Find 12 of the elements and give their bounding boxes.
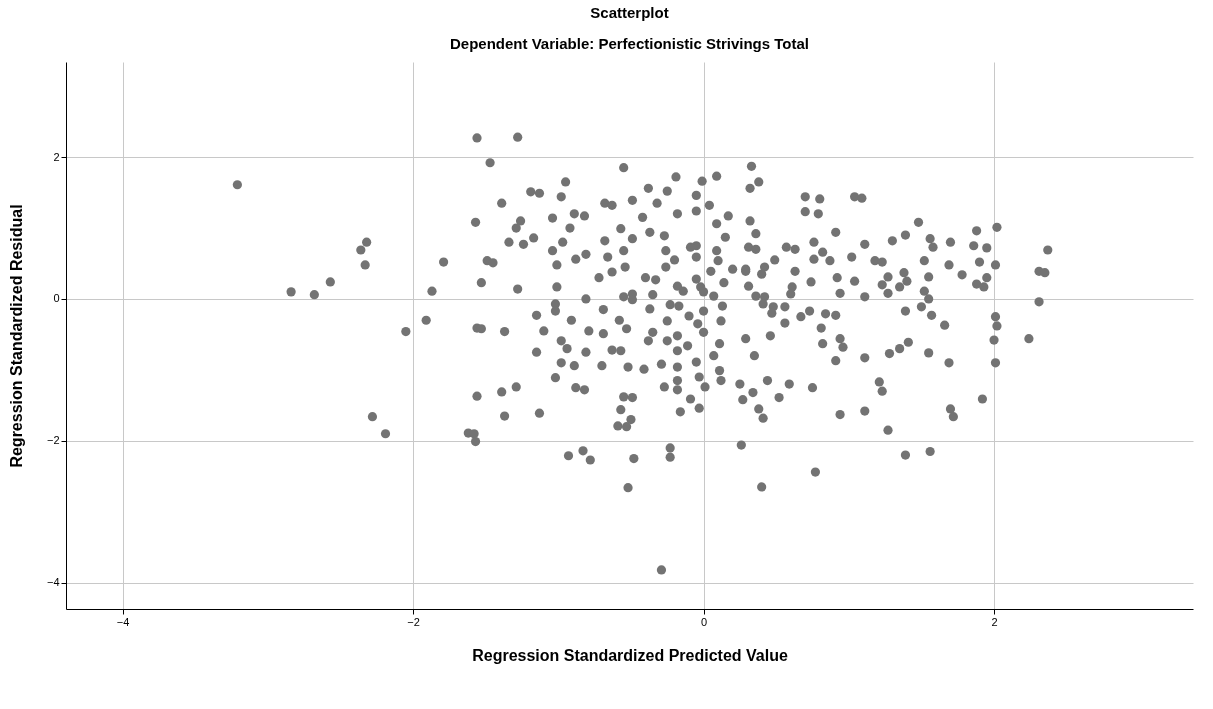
y-tick-label: 2 xyxy=(53,150,60,163)
y-tick-label: −4 xyxy=(46,576,60,589)
x-axis-title: Regression Standardized Predicted Value xyxy=(472,646,788,664)
x-tick-label: −4 xyxy=(116,615,130,628)
chart-title: Scatterplot xyxy=(590,4,669,21)
x-tick-label: 0 xyxy=(701,615,708,628)
x-tick-label: 2 xyxy=(991,615,998,628)
chart-subtitle: Dependent Variable: Perfectionistic Strivings Total xyxy=(450,35,809,52)
y-tick-label: 0 xyxy=(53,292,60,305)
x-tick-label: −2 xyxy=(407,615,420,628)
y-axis-title: Regression Standardized Residual xyxy=(7,204,25,468)
y-tick-label: −2 xyxy=(46,434,60,447)
